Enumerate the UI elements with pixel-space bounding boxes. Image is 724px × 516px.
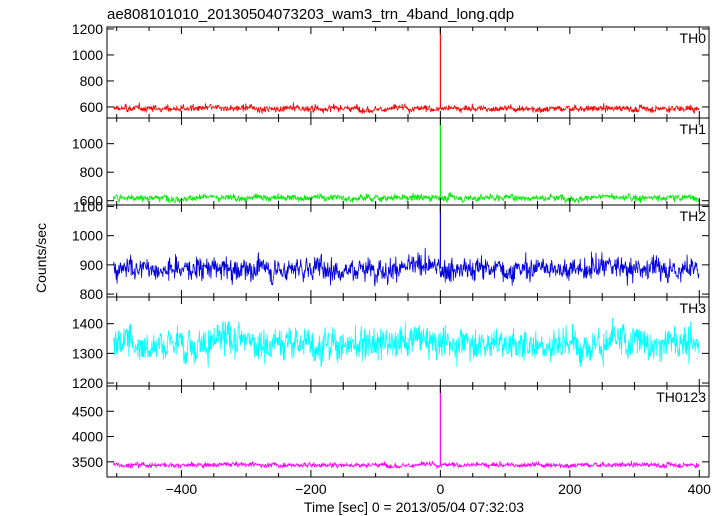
y-tick-label: 4500 [72, 403, 103, 419]
x-tick-label: −200 [295, 481, 327, 497]
x-tick-label: 0 [436, 481, 444, 497]
y-tick-label: 1200 [72, 375, 103, 391]
panel-label-th2: TH2 [680, 208, 707, 224]
y-tick-label: 800 [80, 164, 104, 180]
x-tick-labels: −400 −200 0 200 400 [166, 481, 712, 497]
x-tick-label: 400 [688, 481, 712, 497]
panel-frame [106, 204, 710, 298]
x-axis-label: Time [sec] 0 = 2013/05/04 07:32:03 [304, 499, 524, 515]
series-line-th0123 [113, 460, 700, 470]
series-line-th0 [113, 102, 700, 114]
panel-th0: 600 800 1000 1200 TH0 [72, 21, 710, 119]
panel-frame [106, 26, 710, 119]
y-tick-label: 1200 [72, 21, 103, 37]
panels: 600 800 1000 1200 TH0 600 800 1000 TH1 800 900 1000… [72, 21, 710, 478]
y-tick-label: 4000 [72, 429, 103, 445]
panel-label-th0123: TH0123 [656, 389, 706, 405]
y-tick-label: 1000 [72, 136, 103, 152]
panel-frame [106, 385, 710, 478]
y-tick-label: 800 [80, 73, 104, 89]
y-tick-label: 1000 [72, 228, 103, 244]
panel-label-th1: TH1 [680, 121, 707, 137]
y-tick-label: 800 [80, 286, 104, 302]
panel-th2: 800 900 1000 1100 TH2 [72, 198, 710, 302]
x-tick-label: 200 [558, 481, 582, 497]
y-tick-label: 1000 [72, 47, 103, 63]
y-axis-label: Counts/sec [33, 223, 49, 293]
y-tick-label: 1100 [73, 198, 103, 214]
panel-th0123: 3500 4000 4500 TH0123 [72, 385, 710, 478]
panel-frame [106, 117, 710, 206]
series-line-th2 [113, 247, 700, 287]
y-tick-label: 3500 [72, 454, 103, 470]
series-line-th1 [113, 191, 700, 204]
x-tick-label: −400 [166, 481, 198, 497]
y-tick-label: 600 [80, 99, 104, 115]
y-tick-label: 1400 [72, 316, 103, 332]
panel-label-th3: TH3 [680, 300, 707, 316]
panel-th3: 1200 1300 1400 TH3 [72, 296, 710, 391]
chart-title: ae808101010_20130504073203_wam3_trn_4ban… [107, 6, 514, 23]
panel-th1: 600 800 1000 TH1 [72, 117, 710, 209]
y-tick-label: 1300 [72, 345, 103, 361]
series-line-th3 [113, 317, 700, 368]
y-tick-label: 600 [80, 193, 104, 209]
panel-label-th0: TH0 [680, 30, 707, 46]
y-tick-label: 900 [80, 257, 104, 273]
